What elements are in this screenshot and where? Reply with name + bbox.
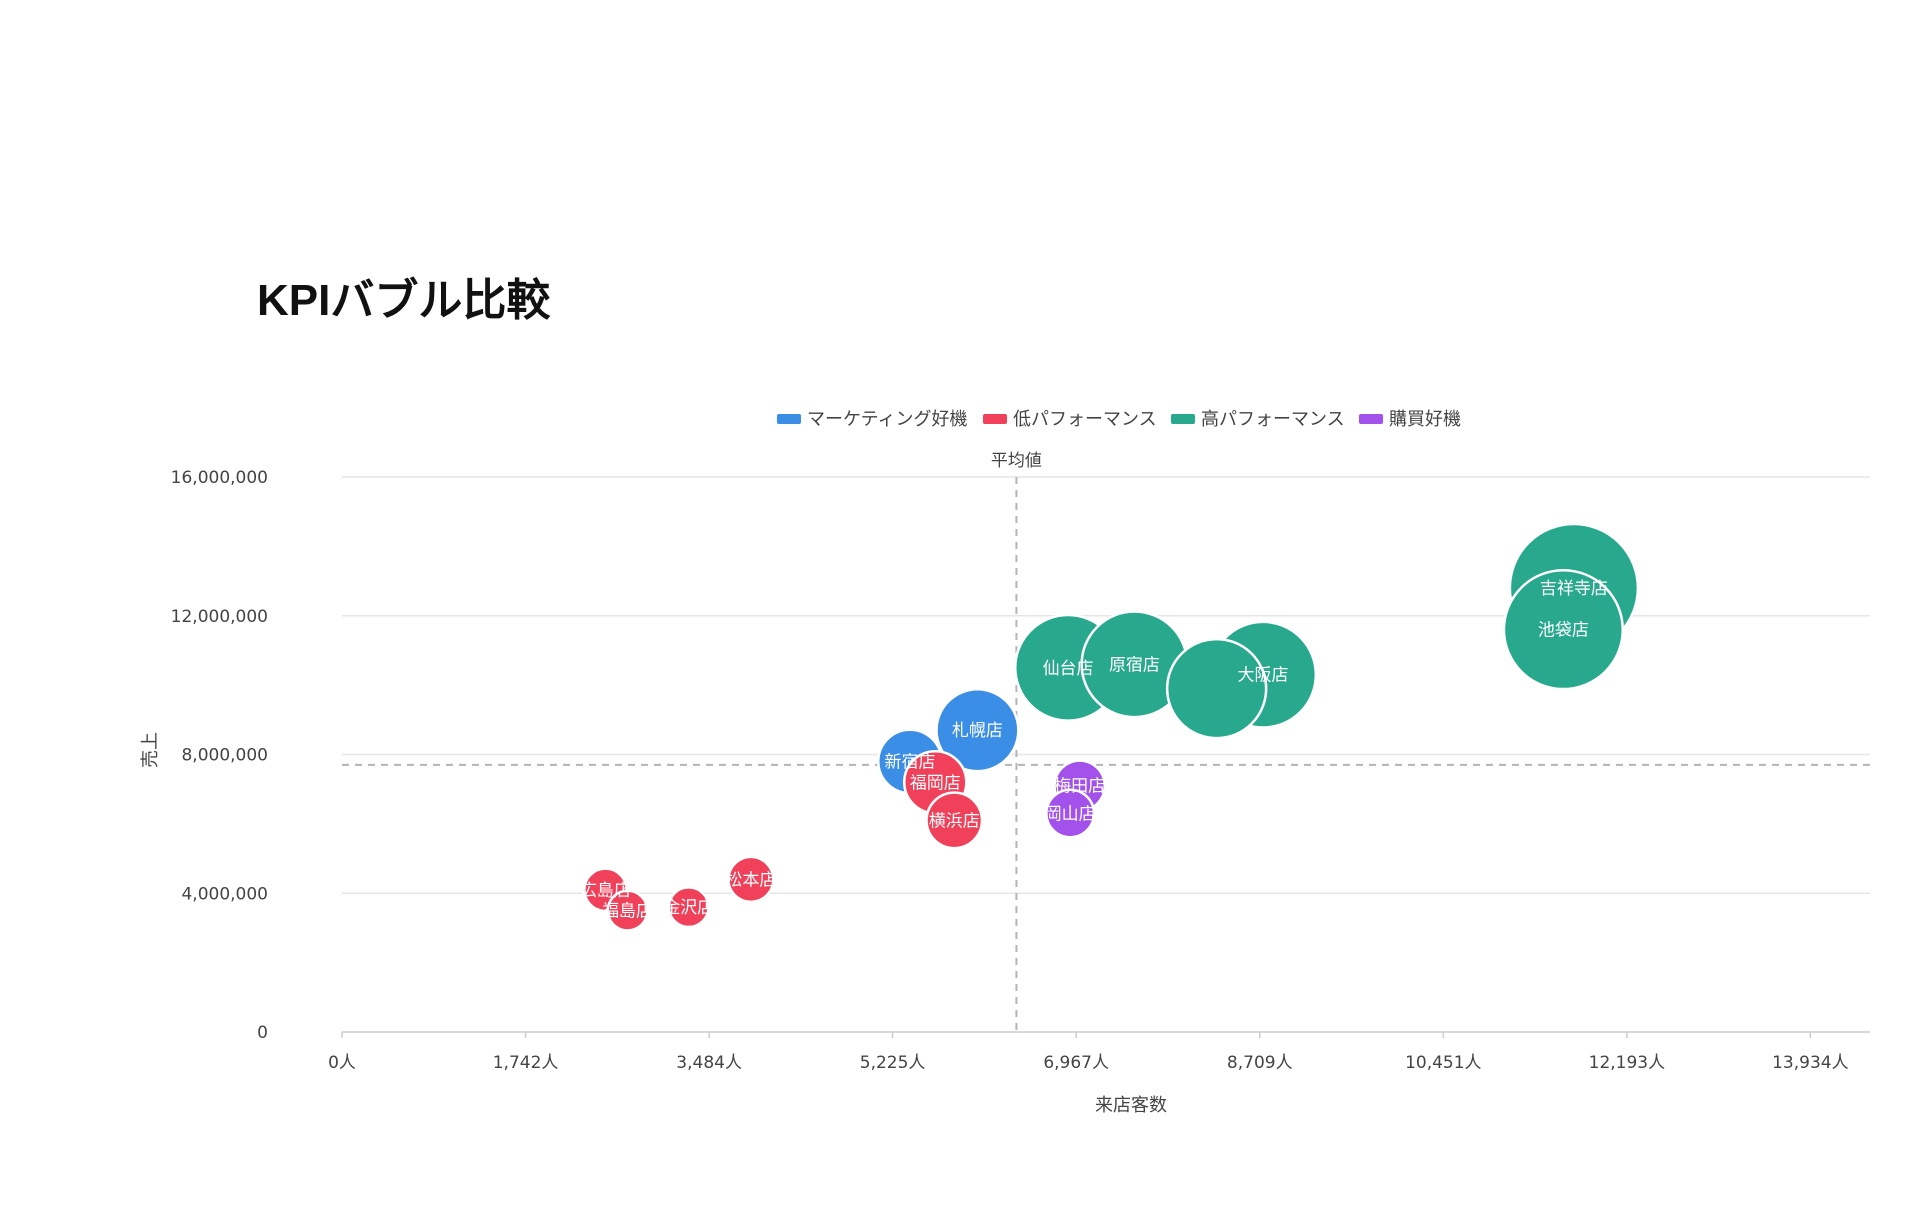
- bubble-label: 岡山店: [1045, 804, 1096, 824]
- bubble-label: 札幌店: [952, 721, 1003, 741]
- x-tick-label: 5,225人: [860, 1053, 926, 1073]
- y-tick-label: 0: [257, 1023, 268, 1043]
- bubble: [1045, 788, 1096, 839]
- x-tick-label: 10,451人: [1405, 1053, 1481, 1073]
- legend-label: マーケティング好機: [807, 409, 968, 430]
- bubble-label: 金沢店: [663, 898, 714, 918]
- bubble-label: 原宿店: [1109, 655, 1160, 675]
- bubble: [727, 855, 775, 904]
- legend-label: 購買好機: [1389, 409, 1461, 430]
- bubble-label: 松本店: [725, 870, 776, 890]
- x-tick-label: 12,193人: [1589, 1053, 1665, 1073]
- x-tick-label: 1,742人: [493, 1053, 559, 1073]
- bubble-label: 広島店: [580, 881, 631, 901]
- legend-swatch: [983, 414, 1007, 424]
- x-tick-label: 6,967人: [1043, 1053, 1109, 1073]
- x-tick-label: 8,709人: [1227, 1053, 1293, 1073]
- y-tick-label: 12,000,000: [171, 607, 268, 627]
- bubble: [1502, 568, 1624, 691]
- x-axis-title: 来店客数: [1095, 1095, 1167, 1116]
- bubble-label: 吉祥寺店: [1540, 579, 1608, 599]
- legend-label: 低パフォーマンス: [1013, 409, 1157, 430]
- x-tick-label: 0人: [328, 1053, 356, 1073]
- legend-swatch: [1359, 414, 1383, 424]
- chart-title: KPIバブル比較: [257, 276, 551, 325]
- legend-swatch: [1171, 414, 1195, 424]
- bubble: [667, 886, 710, 929]
- x-tick-label: 13,934人: [1772, 1053, 1848, 1073]
- bubble-label: 仙台店: [1043, 659, 1094, 679]
- average-label: 平均値: [991, 451, 1042, 471]
- bubble-label: 池袋店: [1538, 621, 1589, 641]
- bubble-label: 福岡店: [910, 773, 961, 793]
- bubble: [925, 791, 984, 850]
- y-axis-title: 売上: [140, 732, 161, 768]
- bubble-label: 大阪店: [1238, 666, 1289, 686]
- bubble-label: 梅田店: [1054, 777, 1105, 797]
- y-tick-label: 8,000,000: [181, 746, 268, 766]
- bubble: [1165, 637, 1268, 740]
- legend-swatch: [777, 414, 801, 424]
- y-tick-label: 16,000,000: [171, 468, 268, 488]
- y-tick-label: 4,000,000: [181, 884, 268, 904]
- bubble: [935, 688, 1020, 773]
- bubble-label: 横浜店: [929, 811, 980, 831]
- bubble: [606, 889, 649, 932]
- x-tick-label: 3,484人: [676, 1053, 742, 1073]
- bubble-label: 新宿店: [884, 752, 935, 772]
- bubble-label: 福島店: [602, 902, 653, 922]
- legend-label: 高パフォーマンス: [1201, 409, 1345, 430]
